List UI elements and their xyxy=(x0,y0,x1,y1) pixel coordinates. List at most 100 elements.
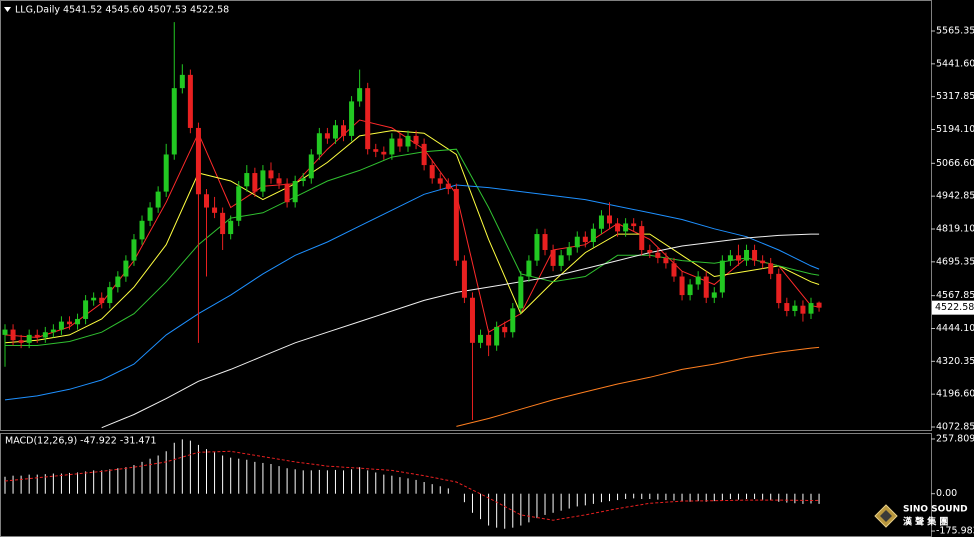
candle-body xyxy=(99,297,105,304)
y-tick-label: 4819.10 xyxy=(936,223,974,234)
candle-body xyxy=(429,165,435,179)
candle-body xyxy=(58,321,64,330)
candle-body xyxy=(10,329,16,341)
candle-body xyxy=(558,255,564,266)
candle-body xyxy=(631,223,637,227)
candle-body xyxy=(341,125,347,136)
candle-body xyxy=(212,207,218,213)
candle-body xyxy=(663,257,669,264)
candle-body xyxy=(397,138,403,147)
candle-body xyxy=(647,249,653,253)
candle-body xyxy=(808,303,814,314)
logo-name: SINO SOUND xyxy=(903,505,968,515)
candle-body xyxy=(695,276,701,285)
logo-icon-inner xyxy=(880,510,892,522)
chart-title: LLG,Daily 4541.52 4545.60 4507.53 4522.5… xyxy=(15,5,229,16)
y-tick-label: 4444.10 xyxy=(936,323,974,334)
candle-body xyxy=(26,334,32,343)
candle-body xyxy=(776,273,782,304)
candle-body xyxy=(83,300,89,319)
candle-body xyxy=(18,340,24,343)
candle-body xyxy=(349,101,355,136)
candle-body xyxy=(139,220,145,240)
candle-body xyxy=(744,249,750,261)
candle-body xyxy=(816,302,822,308)
candle-body xyxy=(195,127,201,195)
candle-body xyxy=(228,220,234,235)
candle-body xyxy=(332,125,338,139)
candle-body xyxy=(171,88,177,155)
candle-body xyxy=(163,154,169,192)
candle-body xyxy=(655,252,661,258)
candle-body xyxy=(316,133,322,155)
candle-body xyxy=(792,305,798,312)
candle-body xyxy=(727,255,733,261)
candle-body xyxy=(510,308,516,333)
candle-body xyxy=(494,326,500,346)
y-tick-label: 5066.60 xyxy=(936,158,974,169)
candle-body xyxy=(703,276,709,298)
candle-body xyxy=(308,154,314,179)
candle-body xyxy=(502,326,508,333)
candle-body xyxy=(204,194,209,208)
y-tick-label: 5317.85 xyxy=(936,91,974,102)
y-tick-label: 5441.60 xyxy=(936,58,974,69)
main-frame xyxy=(0,0,932,431)
candle-body xyxy=(220,212,226,235)
candle-body xyxy=(276,178,282,184)
y-tick-label: 5194.10 xyxy=(936,124,974,135)
candle-body xyxy=(155,191,161,208)
candle-body xyxy=(147,207,153,221)
candle-body xyxy=(671,263,677,277)
candle-body xyxy=(365,88,371,150)
candle-body xyxy=(437,178,443,184)
candle-body xyxy=(91,297,97,301)
candle-body xyxy=(615,223,621,232)
candle-body xyxy=(550,249,556,266)
candle-body xyxy=(252,173,258,192)
candle-body xyxy=(292,180,298,203)
candle-body xyxy=(711,292,717,298)
y-tick-label: 4320.35 xyxy=(936,356,974,367)
logo-chinese: 漢 聲 集 團 xyxy=(903,516,948,528)
candle-body xyxy=(461,260,467,298)
candle-body xyxy=(574,236,580,248)
y-tick-label: 5565.35 xyxy=(936,26,974,37)
price-label-box xyxy=(932,300,974,315)
candle-body xyxy=(453,188,459,261)
candle-body xyxy=(179,74,185,89)
moving-average-line xyxy=(4,130,820,344)
candle-body xyxy=(607,215,612,224)
candle-body xyxy=(66,321,72,325)
candle-body xyxy=(75,318,81,325)
candle-body xyxy=(373,149,379,152)
candle-body xyxy=(244,173,250,187)
moving-average-line xyxy=(4,184,820,401)
candle-body xyxy=(526,260,532,277)
candle-body xyxy=(260,170,266,192)
y-tick-label: 4196.60 xyxy=(936,389,974,400)
menu-triangle xyxy=(4,7,11,12)
y-tick-label: 4567.85 xyxy=(936,290,974,301)
candle-body xyxy=(542,234,548,250)
candle-body xyxy=(107,287,113,304)
candle-body xyxy=(42,332,48,338)
candle-body xyxy=(421,143,427,166)
candle-body xyxy=(445,183,451,189)
candle-body xyxy=(405,135,411,147)
candle-body xyxy=(268,170,274,179)
candle-body xyxy=(760,260,766,264)
candle-body xyxy=(486,334,492,346)
candle-body xyxy=(187,74,193,128)
candle-body xyxy=(478,334,484,343)
candle-body xyxy=(534,234,540,261)
candle-body xyxy=(131,239,137,261)
candle-body xyxy=(115,276,121,288)
candle-body xyxy=(2,329,8,335)
y-tick-label: -175.983 xyxy=(936,526,974,537)
candle-body xyxy=(236,186,242,221)
candle-body xyxy=(598,215,604,229)
macd-title: MACD(12,26,9) -47.922 -31.471 xyxy=(5,436,157,447)
y-tick-label: 257.809 xyxy=(936,433,974,444)
candle-body xyxy=(389,138,395,155)
